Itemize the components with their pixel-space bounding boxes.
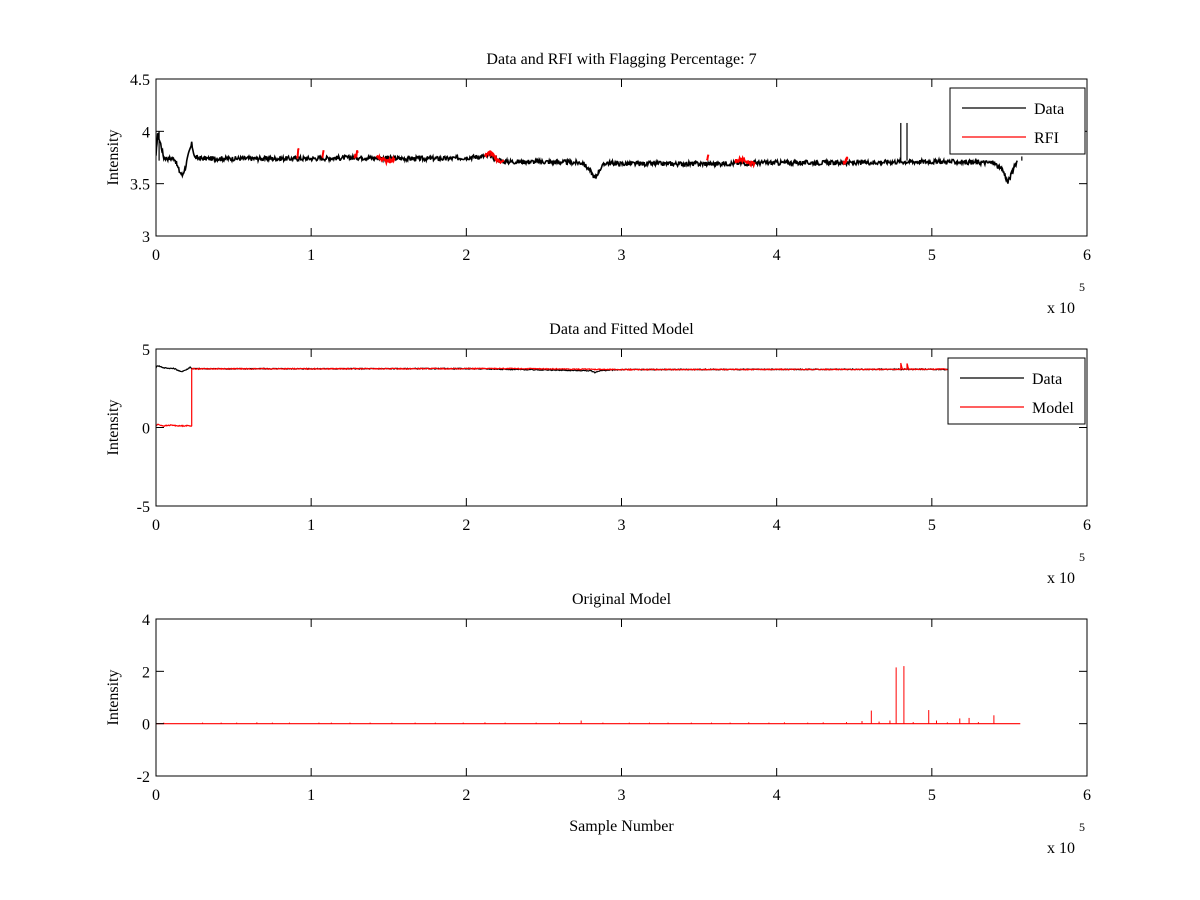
x-tick-label: 6 <box>1083 247 1091 264</box>
x-multiplier-base: x 10 <box>1047 570 1075 587</box>
y-tick-label: 3 <box>142 229 150 246</box>
legend-box <box>947 357 1086 425</box>
y-axis-label: Intensity <box>105 400 122 456</box>
y-axis-label: Intensity <box>105 670 122 726</box>
x-tick-label: 6 <box>1083 517 1091 534</box>
legend-label-model: Model <box>1032 400 1074 417</box>
rfi-segment <box>734 154 756 169</box>
legend-label-rfi: RFI <box>1034 130 1059 147</box>
x-multiplier-exponent: 5 <box>1079 280 1085 294</box>
x-multiplier-exponent: 5 <box>1079 550 1085 564</box>
y-tick-label: 3.5 <box>130 177 150 194</box>
model-series-line <box>156 362 1018 428</box>
x-tick-label: 6 <box>1083 787 1091 804</box>
legend-label-data: Data <box>1034 101 1064 118</box>
x-multiplier-base: x 10 <box>1047 840 1075 857</box>
x-tick-label: 1 <box>307 517 315 534</box>
chart-title: Data and RFI with Flagging Percentage: 7 <box>486 51 756 68</box>
x-multiplier-base: x 10 <box>1047 300 1075 317</box>
x-tick-label: 0 <box>152 787 160 804</box>
x-tick-label: 1 <box>307 247 315 264</box>
x-tick-label: 3 <box>618 517 626 534</box>
rfi-segment <box>296 147 300 159</box>
plot-area <box>156 122 1023 184</box>
rfi-segment <box>353 150 359 159</box>
x-tick-label: 5 <box>928 517 936 534</box>
legend-box <box>949 87 1086 155</box>
y-axis-label: Intensity <box>105 130 122 186</box>
x-tick-label: 2 <box>462 517 470 534</box>
x-multiplier-exponent: 5 <box>1079 820 1085 834</box>
x-tick-label: 0 <box>152 517 160 534</box>
chart-panel-1: 0 1 2 3 4 5 6 3 3.5 4 4.5 Data and RFI with Flaggin… <box>105 51 1091 317</box>
x-tick-label: 5 <box>928 247 936 264</box>
data-series-line <box>156 132 1018 184</box>
rfi-segment <box>375 153 396 167</box>
y-tick-label: -2 <box>137 769 150 786</box>
x-tick-label: 4 <box>773 247 781 264</box>
x-tick-label: 3 <box>618 787 626 804</box>
y-tick-label: 2 <box>142 664 150 681</box>
plot-area <box>156 362 1018 428</box>
plot-area <box>156 666 1021 725</box>
rfi-segment <box>842 156 849 166</box>
y-tick-label: -5 <box>137 499 150 516</box>
y-tick-label: 5 <box>142 342 150 359</box>
y-tick-label: 0 <box>142 421 150 438</box>
y-tick-label: 4.5 <box>130 72 150 89</box>
x-tick-label: 2 <box>462 247 470 264</box>
x-axis-label: Sample Number <box>569 818 674 835</box>
rfi-segment <box>705 154 710 161</box>
y-tick-label: 4 <box>142 612 150 629</box>
y-tick-label: 0 <box>142 717 150 734</box>
rfi-segment <box>484 150 505 165</box>
chart-title: Original Model <box>572 591 672 608</box>
x-tick-label: 4 <box>773 787 781 804</box>
x-tick-label: 0 <box>152 247 160 264</box>
y-tick-label: 4 <box>142 124 150 141</box>
x-tick-label: 4 <box>773 517 781 534</box>
rfi-segment <box>321 150 325 159</box>
x-tick-label: 3 <box>618 247 626 264</box>
x-tick-label: 1 <box>307 787 315 804</box>
chart-title: Data and Fitted Model <box>549 321 694 338</box>
x-tick-label: 5 <box>928 787 936 804</box>
legend-label-data: Data <box>1032 371 1062 388</box>
x-tick-label: 2 <box>462 787 470 804</box>
